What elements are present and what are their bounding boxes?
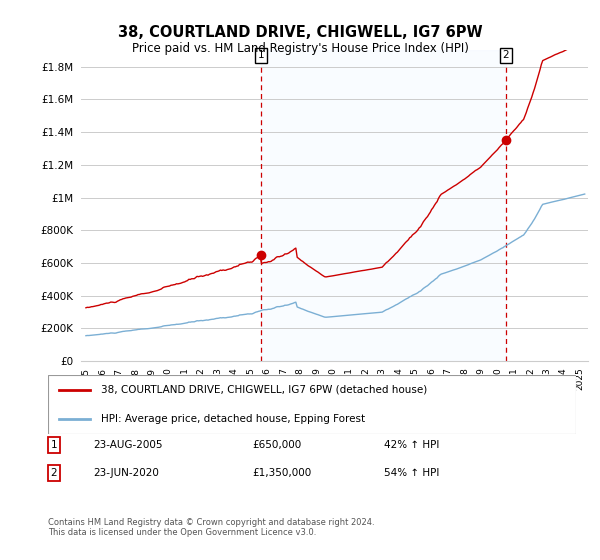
Text: 54% ↑ HPI: 54% ↑ HPI [384, 468, 439, 478]
Bar [261, 50, 506, 361]
Text: HPI: Average price, detached house, Epping Forest: HPI: Average price, detached house, Eppi… [101, 414, 365, 424]
Text: 1: 1 [258, 50, 265, 60]
Text: £650,000: £650,000 [252, 440, 301, 450]
Text: Contains HM Land Registry data © Crown copyright and database right 2024.
This d: Contains HM Land Registry data © Crown c… [48, 518, 374, 538]
FancyBboxPatch shape [48, 375, 576, 434]
Text: 38, COURTLAND DRIVE, CHIGWELL, IG7 6PW: 38, COURTLAND DRIVE, CHIGWELL, IG7 6PW [118, 25, 482, 40]
Text: 38, COURTLAND DRIVE, CHIGWELL, IG7 6PW (detached house): 38, COURTLAND DRIVE, CHIGWELL, IG7 6PW (… [101, 385, 427, 395]
Text: 23-AUG-2005: 23-AUG-2005 [93, 440, 163, 450]
Text: 42% ↑ HPI: 42% ↑ HPI [384, 440, 439, 450]
Text: Price paid vs. HM Land Registry's House Price Index (HPI): Price paid vs. HM Land Registry's House … [131, 42, 469, 55]
Text: 1: 1 [50, 440, 58, 450]
Text: 2: 2 [502, 50, 509, 60]
Text: 2: 2 [50, 468, 58, 478]
Text: 23-JUN-2020: 23-JUN-2020 [93, 468, 159, 478]
Text: £1,350,000: £1,350,000 [252, 468, 311, 478]
